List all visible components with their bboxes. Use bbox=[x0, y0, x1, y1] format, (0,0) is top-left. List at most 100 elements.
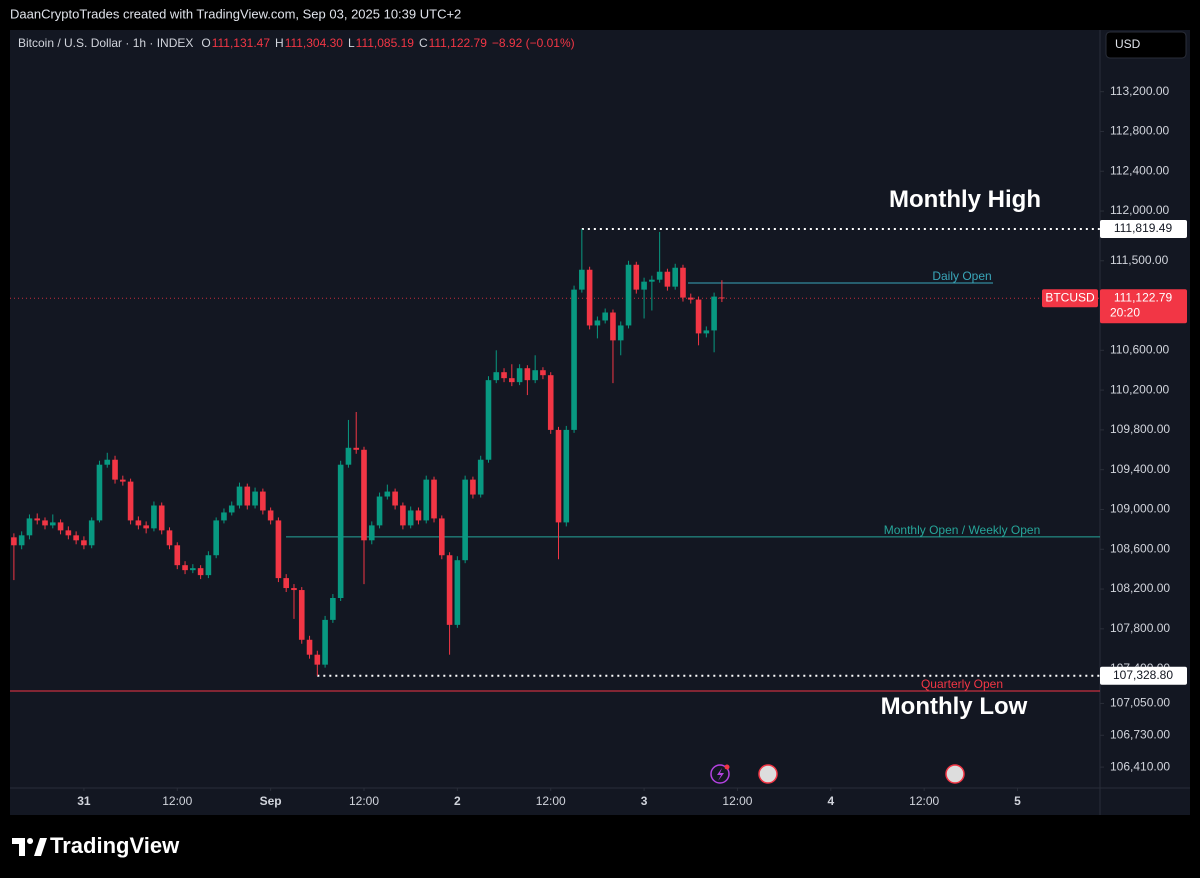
header: DaanCryptoTrades created with TradingVie… bbox=[10, 6, 461, 21]
y-tick-label: 110,200.00 bbox=[1110, 382, 1169, 396]
candle-body bbox=[298, 590, 305, 640]
candle-body bbox=[42, 520, 48, 526]
event-dot bbox=[724, 764, 730, 770]
candle-body bbox=[330, 598, 336, 620]
x-tick-label: 12:00 bbox=[909, 794, 939, 808]
y-tick-label: 108,200.00 bbox=[1110, 581, 1170, 595]
event-icon[interactable] bbox=[758, 764, 778, 784]
legend: Bitcoin / U.S. Dollar · 1h · INDEX O 111,1… bbox=[18, 36, 575, 50]
candle-body bbox=[547, 375, 554, 430]
y-tick-label: 108,600.00 bbox=[1110, 541, 1170, 555]
candle-body bbox=[695, 299, 702, 334]
candle-body bbox=[438, 518, 445, 556]
candle-body bbox=[135, 520, 142, 526]
candle-body bbox=[415, 510, 422, 521]
candle-body bbox=[81, 540, 87, 546]
y-tick-label: 112,800.00 bbox=[1110, 124, 1169, 138]
candle-body bbox=[649, 279, 655, 282]
candle-body bbox=[34, 518, 41, 521]
candle-body bbox=[485, 380, 492, 460]
level-label: Daily Open bbox=[932, 269, 991, 283]
candle-body bbox=[516, 368, 523, 383]
candle-body bbox=[711, 296, 717, 331]
candle-body bbox=[11, 537, 17, 546]
candle-body bbox=[26, 518, 33, 536]
last-price-tag bbox=[1100, 289, 1187, 324]
candle-body bbox=[641, 281, 647, 290]
price-tag bbox=[1100, 220, 1187, 239]
x-tick-label: 12:00 bbox=[722, 794, 752, 808]
candle-body bbox=[563, 429, 570, 523]
candle-body bbox=[158, 505, 165, 531]
candle-body bbox=[345, 447, 352, 465]
y-tick-label: 109,400.00 bbox=[1110, 462, 1170, 476]
x-tick-label: 12:00 bbox=[349, 794, 379, 808]
candle-body bbox=[368, 525, 375, 541]
candle-body bbox=[88, 520, 95, 546]
candle-body bbox=[120, 479, 126, 482]
x-tick-label: 3 bbox=[641, 794, 648, 808]
candle-body bbox=[509, 378, 515, 383]
level-label: Quarterly Open bbox=[921, 677, 1003, 691]
candle-body bbox=[719, 297, 725, 299]
y-tick-label: 111,500.00 bbox=[1110, 253, 1169, 267]
logo: TradingView bbox=[12, 833, 180, 858]
candle-body bbox=[166, 530, 173, 546]
last-price-label: 111,122.79 bbox=[1114, 290, 1173, 304]
x-tick-label: 12:00 bbox=[536, 794, 566, 808]
symbol-tag bbox=[1042, 289, 1098, 308]
candle-body bbox=[446, 555, 453, 625]
y-tick-label: 107,800.00 bbox=[1110, 621, 1170, 635]
candle-body bbox=[112, 459, 118, 480]
candle-body bbox=[291, 588, 297, 591]
candle-body bbox=[127, 481, 134, 521]
candle-body bbox=[532, 370, 538, 381]
legend-key: L bbox=[348, 36, 355, 50]
currency-button[interactable] bbox=[1105, 31, 1187, 59]
candle-body bbox=[306, 639, 313, 655]
candle-body bbox=[252, 491, 258, 506]
candle-body bbox=[49, 522, 56, 526]
candle-body bbox=[656, 271, 663, 280]
y-tick-label: 109,000.00 bbox=[1110, 502, 1170, 516]
candle-body bbox=[190, 568, 196, 571]
candle-body bbox=[384, 491, 391, 497]
candle-body bbox=[57, 522, 64, 531]
event-glyph bbox=[717, 768, 724, 781]
legend-symbol: Bitcoin / U.S. Dollar · 1h · INDEX bbox=[18, 36, 193, 50]
countdown: 20:20 bbox=[1110, 305, 1140, 319]
candle-body bbox=[586, 269, 593, 326]
candle-body bbox=[493, 372, 500, 381]
candle-body bbox=[376, 496, 383, 526]
event-icon[interactable] bbox=[945, 764, 965, 784]
candle-body bbox=[205, 555, 212, 576]
candle-body bbox=[462, 479, 468, 561]
candle-body bbox=[633, 264, 640, 290]
candle-body bbox=[524, 368, 531, 381]
price-tag-label: 111,819.49 bbox=[1114, 221, 1173, 235]
candle-body bbox=[213, 520, 219, 556]
candle-body bbox=[18, 535, 25, 546]
y-tick-label: 109,800.00 bbox=[1110, 422, 1170, 436]
candle-body bbox=[353, 447, 360, 450]
candle-body bbox=[96, 464, 103, 521]
x-tick-label: 12:00 bbox=[162, 794, 192, 808]
price-tag-label: 107,328.80 bbox=[1113, 668, 1173, 682]
x-tick-label: 5 bbox=[1014, 794, 1021, 808]
candle-body bbox=[73, 535, 79, 541]
x-tick-label: 31 bbox=[77, 794, 91, 808]
candle-body bbox=[182, 565, 188, 571]
candle-body bbox=[423, 479, 430, 521]
candle-body bbox=[617, 325, 624, 341]
x-tick-label: 4 bbox=[827, 794, 834, 808]
candle-body bbox=[314, 654, 321, 665]
candle-body bbox=[703, 330, 710, 334]
event-icon[interactable] bbox=[710, 764, 730, 784]
legend-change: −8.92 (−0.01%) bbox=[492, 36, 575, 50]
candle-body bbox=[337, 464, 344, 599]
candle-body bbox=[477, 459, 484, 495]
candle-body bbox=[275, 520, 282, 579]
candle-body bbox=[454, 560, 461, 625]
